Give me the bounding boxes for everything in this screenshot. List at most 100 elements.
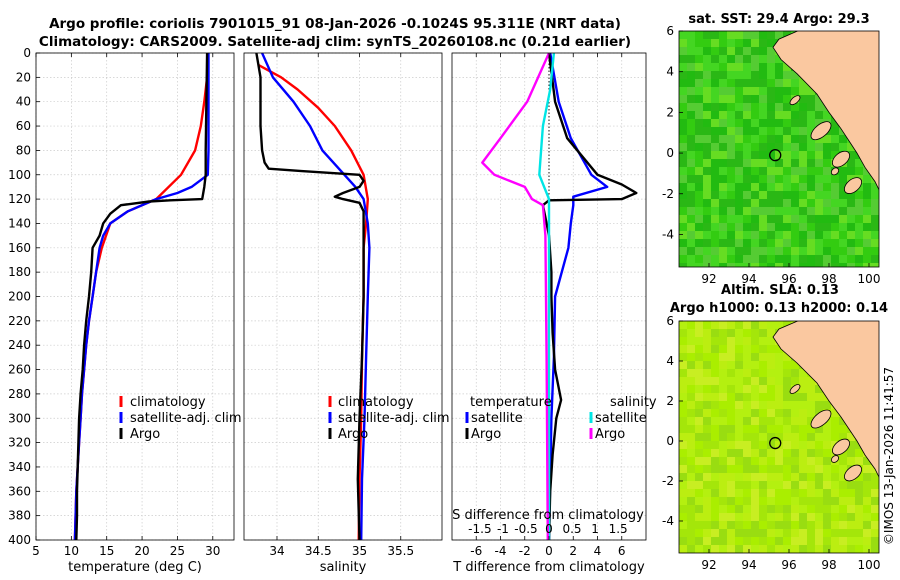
cellsSST-cell [775,159,784,168]
cellsSLA-cell [815,489,824,498]
cellsSLA-cell [759,473,768,482]
cellsSLA-cell [863,481,872,490]
cellsSST-cell [687,31,696,40]
cellsSST-cell [679,95,688,104]
cellsSST-cell [711,31,720,40]
cellsSLA-cell [799,537,808,546]
cellsSLA-cell [823,401,832,410]
cellsSLA-cell [799,513,808,522]
cellsSST-cell [751,135,760,144]
cellsSST-cell [767,143,776,152]
cellsSST-cell [839,135,848,144]
cellsSST-cell [679,103,688,112]
cellsSST-cell [719,215,728,224]
cellsSST-cell [751,215,760,224]
temperature-xtick-label: 5 [32,544,40,558]
cellsSST-cell [679,135,688,144]
cellsSST-cell [743,111,752,120]
cellsSST-cell [791,143,800,152]
temperature-grid [35,52,234,541]
cellsSLA-cell [847,537,856,546]
cellsSLA-cell [751,377,760,386]
cellsSST-cell [767,207,776,216]
cellsSLA-cell [687,473,696,482]
cellsSST-cell [767,119,776,128]
cellsSST-cell [759,39,768,48]
cellsSST-cell [727,255,736,264]
cellsSLA-cell [719,329,728,338]
cellsSST-cell [783,103,792,112]
cellsSST-cell [751,119,760,128]
cellsSST-cell [783,119,792,128]
depth-tick-label: 240 [8,338,31,352]
cellsSLA-cell [759,401,768,410]
cellsSLA-cell [703,393,712,402]
cellsSLA-cell [783,441,792,450]
island [830,455,840,463]
cellsSST-cell [687,207,696,216]
cellsSST-cell [767,63,776,72]
cellsSST-cell [687,135,696,144]
cellsSLA-cell [695,545,704,553]
cellsSLA-cell [727,473,736,482]
cellsSST-cell [711,167,720,176]
cellsSLA-cell [839,457,848,466]
cellsSLA-cell [695,353,704,362]
cellsSST-cell [711,255,720,264]
cellsSST-cell [735,191,744,200]
cellsSLA-cell [815,497,824,506]
cellsSLA-cell [767,449,776,458]
cellsSST-cell [759,191,768,200]
cellsSLA-cell [823,529,832,538]
cellsSLA-cell [775,433,784,442]
cellsSLA-cell [703,473,712,482]
cellsSLA-cell [815,513,824,522]
difference-xtick-label: -2 [519,544,531,558]
cellsSLA-cell [815,393,824,402]
cellsSST-cell [719,55,728,64]
cellsSST-cell [751,111,760,120]
cellsSLA-cell [727,353,736,362]
cellsSST-cell [743,39,752,48]
cellsSST-cell [687,87,696,96]
cellsSLA-cell [735,473,744,482]
sla-map-box [678,320,880,554]
cellsSST-cell [799,231,808,240]
cellsSLA-cell [711,481,720,490]
cellsSLA-cell [743,465,752,474]
cellsSST-cell [703,31,712,40]
cellsSLA-cell [703,353,712,362]
cellsSST-cell [807,263,816,267]
cellsSST-cell [679,263,688,267]
cellsSST-cell [831,143,840,152]
cellsSST-cell [831,119,840,128]
cellsSST-cell [775,223,784,232]
cellsSLA-cell [751,441,760,450]
difference-legend-sal-argo: Argo [595,427,625,442]
cellsSLA-cell [687,425,696,434]
depth-tick-label: 140 [8,216,31,230]
map-xtick-label: 96 [781,558,796,572]
difference-top-tick-label: -1.5 [468,522,491,536]
salinity-series-climatology [258,64,369,540]
difference-xtick-label: 0 [545,544,553,558]
cellsSST-cell [711,111,720,120]
cellsSST-cell [863,223,872,232]
cellsSST-cell [775,63,784,72]
cellsSLA-cell [727,521,736,530]
cellsSST-cell [679,87,688,96]
cellsSLA-cell [815,385,824,394]
cellsSST-cell [679,31,688,40]
cellsSLA-cell [735,449,744,458]
cellsSST-cell [751,63,760,72]
cellsSST-cell [823,231,832,240]
cellsSLA-cell [727,513,736,522]
cellsSLA-cell [847,489,856,498]
cellsSLA-cell [767,473,776,482]
cellsSST-cell [791,159,800,168]
difference-lines [481,53,638,540]
cellsSLA-cell [711,353,720,362]
cellsSLA-cell [863,537,872,546]
cellsSST-cell [759,119,768,128]
cellsSST-cell [783,263,792,267]
